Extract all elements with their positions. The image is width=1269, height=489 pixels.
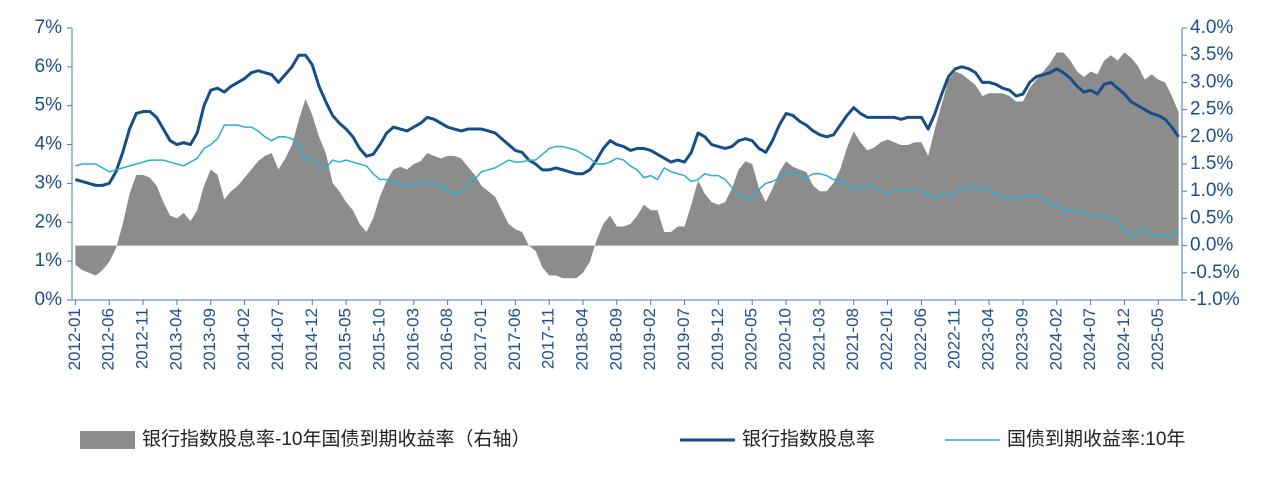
y2-tick-label: -0.5%: [1190, 262, 1240, 283]
x-tick-label: 2017-06: [505, 308, 524, 370]
y-tick-label: 5%: [35, 95, 63, 116]
y-tick-label: 0%: [35, 289, 63, 310]
x-tick-label: 2019-07: [674, 308, 693, 370]
y2-tick-label: 0.0%: [1190, 235, 1233, 256]
x-tick-label: 2018-04: [572, 308, 591, 370]
area: [75, 52, 1179, 279]
y2-tick-label: 3.5%: [1190, 44, 1233, 65]
legend-swatch: [80, 431, 135, 449]
x-tick-label: 2012-01: [65, 308, 84, 370]
x-tick-label: 2017-11: [539, 308, 558, 369]
y-tick-label: 7%: [35, 17, 63, 38]
x-tick-label: 2014-07: [268, 308, 287, 370]
x-tick-label: 2016-03: [403, 308, 422, 370]
y-tick-label: 3%: [35, 172, 63, 193]
x-tick-label: 2021-03: [809, 308, 828, 370]
y2-tick-label: 3.0%: [1190, 71, 1233, 92]
x-tick-label: 2019-12: [708, 308, 727, 370]
y-tick-label: 4%: [35, 134, 63, 155]
y-tick-label: 2%: [35, 211, 63, 232]
x-tick-label: 2020-05: [742, 308, 761, 370]
x-tick-label: 2023-04: [979, 308, 998, 370]
x-tick-label: 2021-08: [843, 308, 862, 370]
x-tick-label: 2016-08: [437, 308, 456, 370]
x-tick-label: 2022-01: [877, 308, 896, 370]
line: [74, 53, 1180, 187]
x-tick-label: 2018-09: [606, 308, 625, 370]
x-tick-label: 2014-12: [302, 308, 321, 370]
x-tick-label: 2017-01: [471, 308, 490, 370]
y-tick-label: 1%: [35, 250, 63, 271]
legend-label: 国债到期收益率:10年: [1007, 428, 1185, 450]
x-tick-label: 2024-12: [1114, 308, 1133, 370]
x-tick-label: 2013-04: [166, 308, 185, 370]
x-tick-label: 2020-10: [776, 308, 795, 370]
x-tick-label: 2012-11: [133, 308, 152, 369]
x-tick-label: 2015-10: [369, 308, 388, 370]
y2-tick-label: -1.0%: [1190, 289, 1240, 310]
legend-label: 银行指数股息率: [742, 428, 875, 450]
y2-tick-label: 0.5%: [1190, 207, 1233, 228]
x-tick-label: 2019-02: [640, 308, 659, 370]
x-tick-label: 2014-02: [234, 308, 253, 370]
x-tick-label: 2015-05: [336, 308, 355, 370]
line: [75, 124, 1179, 237]
y2-tick-label: 2.5%: [1190, 99, 1233, 120]
x-tick-label: 2022-11: [945, 308, 964, 369]
legend-label: 银行指数股息率-10年国债到期收益率（右轴）: [142, 428, 530, 450]
x-tick-label: 2022-06: [911, 308, 930, 370]
y2-tick-label: 2.0%: [1190, 126, 1233, 147]
x-tick-label: 2013-09: [200, 308, 219, 370]
x-tick-label: 2024-02: [1046, 308, 1065, 370]
x-tick-label: 2023-09: [1012, 308, 1031, 370]
x-tick-label: 2024-07: [1080, 308, 1099, 370]
x-tick-label: 2025-05: [1148, 308, 1167, 370]
y2-tick-label: 1.0%: [1190, 180, 1233, 201]
x-tick-label: 2012-06: [99, 308, 118, 370]
y-tick-label: 6%: [35, 56, 63, 77]
y2-tick-label: 1.5%: [1190, 153, 1233, 174]
y2-tick-label: 4.0%: [1190, 17, 1233, 38]
